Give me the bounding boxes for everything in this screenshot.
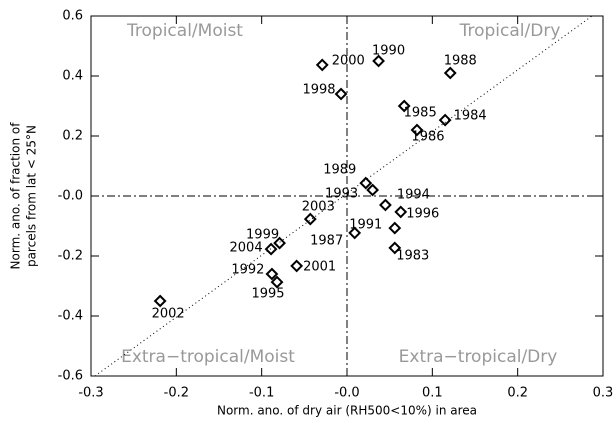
y-tick-label: 0.2 [62,129,83,144]
point-label: 1994 [397,188,430,203]
point-label: 1988 [444,54,477,69]
point [372,54,385,68]
point-label: 2002 [152,307,185,322]
point [153,294,167,308]
point-label: 1985 [404,106,437,121]
point [366,183,380,197]
point [378,198,392,212]
y-tick-label: -0.4 [58,309,83,324]
point [388,241,402,255]
annotation: Extra−tropical/Dry [399,347,558,367]
point-label: 2004 [230,241,263,256]
point [334,87,348,101]
point [264,242,278,256]
point [388,221,402,235]
point [273,236,287,250]
point-label: 2001 [303,259,336,274]
y-axis-label: Norm. ano. of fraction of [9,122,23,270]
y-tick-label: -0.0 [58,189,83,204]
y-tick-label: -0.6 [58,369,83,384]
point [270,275,284,289]
point [315,58,329,72]
x-tick-label: 0.1 [422,386,443,401]
annotation: Tropical/Moist [126,21,243,41]
point-label: 2000 [332,53,365,68]
point-label: 1996 [406,206,439,221]
annotation: Extra−tropical/Moist [121,347,295,367]
x-axis-label: Norm. ano. of dry air (RH500<10%) in are… [217,404,477,418]
point-label: 1993 [325,187,358,202]
point-label: 1987 [310,233,343,248]
point [397,99,411,113]
x-tick-label: -0.0 [334,386,359,401]
y-axis-label: parcels from lat < 25°N [25,125,39,267]
point [265,267,279,281]
point-label: 1984 [454,109,487,124]
x-tick-label: 0.3 [593,386,614,401]
point [303,212,317,226]
point-label: 1999 [246,228,279,243]
point-label: 2003 [302,200,335,215]
y-tick-label: 0.4 [62,69,83,84]
y-tick-label: -0.2 [58,249,83,264]
point-label: 1986 [411,130,444,145]
point [443,66,457,80]
x-tick-label: -0.3 [78,386,103,401]
x-tick-label: 0.2 [507,386,528,401]
point [290,259,304,273]
point-label: 1995 [251,287,284,302]
point-label: 1992 [231,263,264,278]
annotation: Tropical/Dry [459,21,561,41]
point-label: 1983 [396,248,429,263]
point [410,123,424,137]
point [438,113,452,127]
point [394,205,408,219]
point [359,176,373,190]
y-tick-label: 0.6 [62,9,83,24]
point [348,226,362,240]
point-label: 1989 [323,163,356,178]
x-tick-label: -0.1 [249,386,274,401]
point-label: 1990 [372,44,405,59]
x-tick-label: -0.2 [164,386,189,401]
point-label: 1991 [349,218,382,233]
point-label: 1998 [302,83,335,98]
